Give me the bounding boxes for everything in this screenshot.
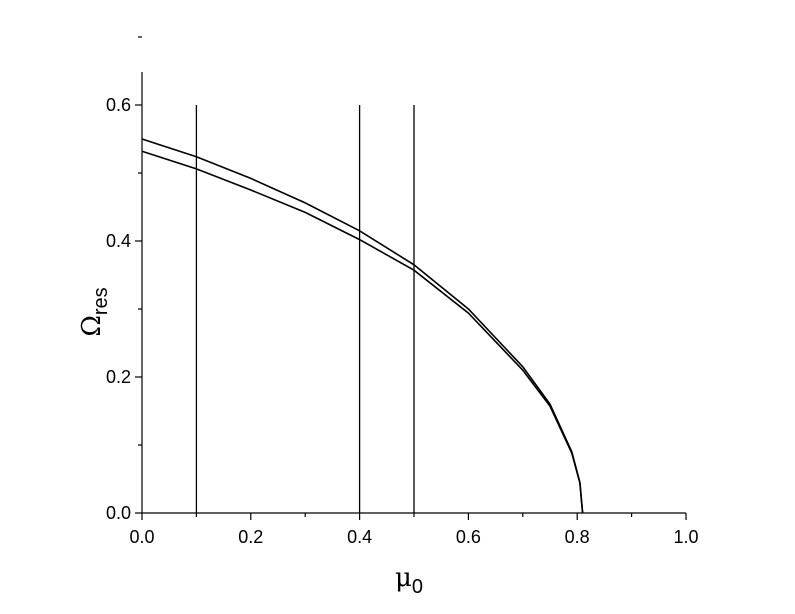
y-axis-label: Ωres <box>77 287 112 336</box>
x-tick-label: 0.6 <box>456 527 481 547</box>
series-line-1 <box>141 138 584 514</box>
x-axis-label-sub: 0 <box>412 576 423 598</box>
y-axis-label-main: Ω <box>77 315 107 337</box>
y-ticks: 0.0 0.2 0.4 0.6 <box>106 36 142 523</box>
vertical-lines <box>195 105 415 513</box>
x-tick-label: 0.0 <box>129 527 154 547</box>
x-ticks: 0.0 0.2 0.4 0.6 0.8 1.0 <box>129 513 699 547</box>
x-tick-label: 0.4 <box>347 527 372 547</box>
x-tick-label: 0.8 <box>565 527 590 547</box>
series-lines <box>141 138 584 514</box>
y-tick-label: 0.4 <box>106 231 131 251</box>
series-line-2 <box>141 150 584 514</box>
x-axis-label: μ0 <box>395 563 423 598</box>
x-axis-label-main: μ <box>395 563 412 593</box>
x-tick-label: 0.2 <box>238 527 263 547</box>
y-tick-label: 0.2 <box>106 367 131 387</box>
y-tick-label: 0.6 <box>106 95 131 115</box>
x-tick-label: 1.0 <box>673 527 698 547</box>
y-tick-label: 0.0 <box>106 503 131 523</box>
y-axis-label-sub: res <box>90 287 112 315</box>
